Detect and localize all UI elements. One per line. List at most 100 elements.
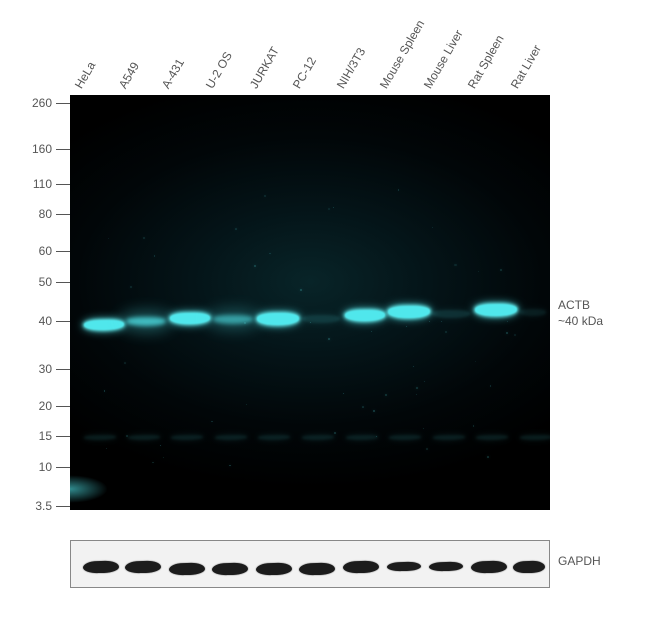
mw-tick: 40 xyxy=(22,314,70,328)
actb-band xyxy=(126,317,166,326)
speckle xyxy=(426,448,428,450)
lane-label: U-2 OS xyxy=(203,49,235,91)
speckle xyxy=(328,338,329,339)
faint-lower-band xyxy=(84,435,116,441)
speckle xyxy=(416,394,417,395)
mw-tick: 20 xyxy=(22,399,70,413)
speckle xyxy=(328,208,330,210)
speckle xyxy=(130,286,132,288)
mw-tick-mark xyxy=(56,184,70,185)
lane-label: PC-12 xyxy=(290,55,319,91)
lane-label: Rat Liver xyxy=(508,42,544,91)
faint-lower-band xyxy=(476,435,508,441)
mw-tick-mark xyxy=(56,251,70,252)
mw-tick: 160 xyxy=(22,142,70,156)
speckle xyxy=(475,361,476,362)
mw-tick-mark xyxy=(56,467,70,468)
mw-tick: 15 xyxy=(22,429,70,443)
speckle xyxy=(432,227,433,228)
speckle xyxy=(500,269,502,271)
gapdh-band xyxy=(343,561,379,574)
gapdh-band xyxy=(169,563,205,576)
speckle xyxy=(229,465,231,467)
speckle xyxy=(152,462,153,463)
mw-tick-label: 3.5 xyxy=(22,499,52,513)
speckle xyxy=(264,195,266,197)
speckle xyxy=(413,366,414,367)
gapdh-band xyxy=(299,563,335,576)
mw-tick-mark xyxy=(56,214,70,215)
gapdh-band xyxy=(125,561,161,574)
gapdh-band xyxy=(83,561,119,574)
speckle xyxy=(473,425,474,426)
speckle xyxy=(334,432,336,434)
speckle xyxy=(124,362,126,364)
mw-tick-label: 60 xyxy=(22,244,52,258)
gapdh-band xyxy=(212,563,248,576)
speckle xyxy=(154,255,155,256)
speckle xyxy=(445,331,447,333)
speckle xyxy=(235,228,237,230)
speckle xyxy=(333,207,334,208)
molecular-weight-axis: 260 160 110 80 60 50 40 30 20 15 10 3.5 xyxy=(20,95,70,510)
speckle xyxy=(211,421,213,423)
mw-tick-label: 30 xyxy=(22,362,52,376)
actb-band xyxy=(257,313,299,325)
gapdh-band xyxy=(429,562,463,572)
speckle xyxy=(506,332,508,334)
speckle xyxy=(343,393,344,394)
mw-tick-label: 40 xyxy=(22,314,52,328)
mw-tick-mark xyxy=(56,149,70,150)
mw-tick-label: 160 xyxy=(22,142,52,156)
speckle xyxy=(478,271,479,272)
mw-tick: 110 xyxy=(22,177,70,191)
faint-lower-band xyxy=(215,435,247,441)
western-blot-figure: HeLaA549A-431U-2 OSJURKATPC-12NIH/3T3Mou… xyxy=(0,0,650,644)
mw-tick-label: 15 xyxy=(22,429,52,443)
speckle xyxy=(108,238,109,239)
speckle xyxy=(300,289,302,291)
faint-lower-band xyxy=(258,435,290,441)
protein-name: ACTB xyxy=(558,298,590,312)
faint-lower-band xyxy=(433,435,465,441)
speckle xyxy=(143,237,145,239)
speckle xyxy=(269,253,271,255)
actb-band xyxy=(213,315,253,324)
edge-artifact xyxy=(70,475,108,503)
mw-tick-label: 80 xyxy=(22,207,52,221)
blot-speckle xyxy=(70,95,550,510)
speckle xyxy=(406,326,407,327)
faint-lower-band xyxy=(128,435,160,441)
mw-tick-mark xyxy=(56,103,70,104)
actb-band xyxy=(520,309,546,316)
mw-tick: 50 xyxy=(22,275,70,289)
mw-tick: 260 xyxy=(22,96,70,110)
speckle xyxy=(126,435,128,437)
gapdh-band xyxy=(513,561,545,574)
faint-lower-band xyxy=(346,435,378,441)
faint-lower-band xyxy=(302,435,334,441)
lane-label: Mouse Liver xyxy=(421,27,466,91)
mw-tick-label: 50 xyxy=(22,275,52,289)
speckle xyxy=(244,322,246,324)
mw-tick: 10 xyxy=(22,460,70,474)
speckle xyxy=(246,404,247,405)
lane-label: A-431 xyxy=(159,56,187,91)
speckle xyxy=(514,334,516,336)
speckle xyxy=(163,457,164,458)
mw-tick-label: 10 xyxy=(22,460,52,474)
speckle xyxy=(423,428,424,429)
faint-lower-band xyxy=(389,435,421,441)
mw-tick-label: 20 xyxy=(22,399,52,413)
speckle xyxy=(441,321,442,322)
gapdh-band xyxy=(256,563,292,576)
mw-tick: 30 xyxy=(22,362,70,376)
speckle xyxy=(398,189,399,190)
actb-band xyxy=(475,304,517,316)
mw-tick-mark xyxy=(56,436,70,437)
speckle xyxy=(385,394,387,396)
mw-tick-mark xyxy=(56,506,70,507)
mw-tick-label: 110 xyxy=(22,177,52,191)
actb-band xyxy=(388,306,430,318)
speckle xyxy=(106,448,107,449)
